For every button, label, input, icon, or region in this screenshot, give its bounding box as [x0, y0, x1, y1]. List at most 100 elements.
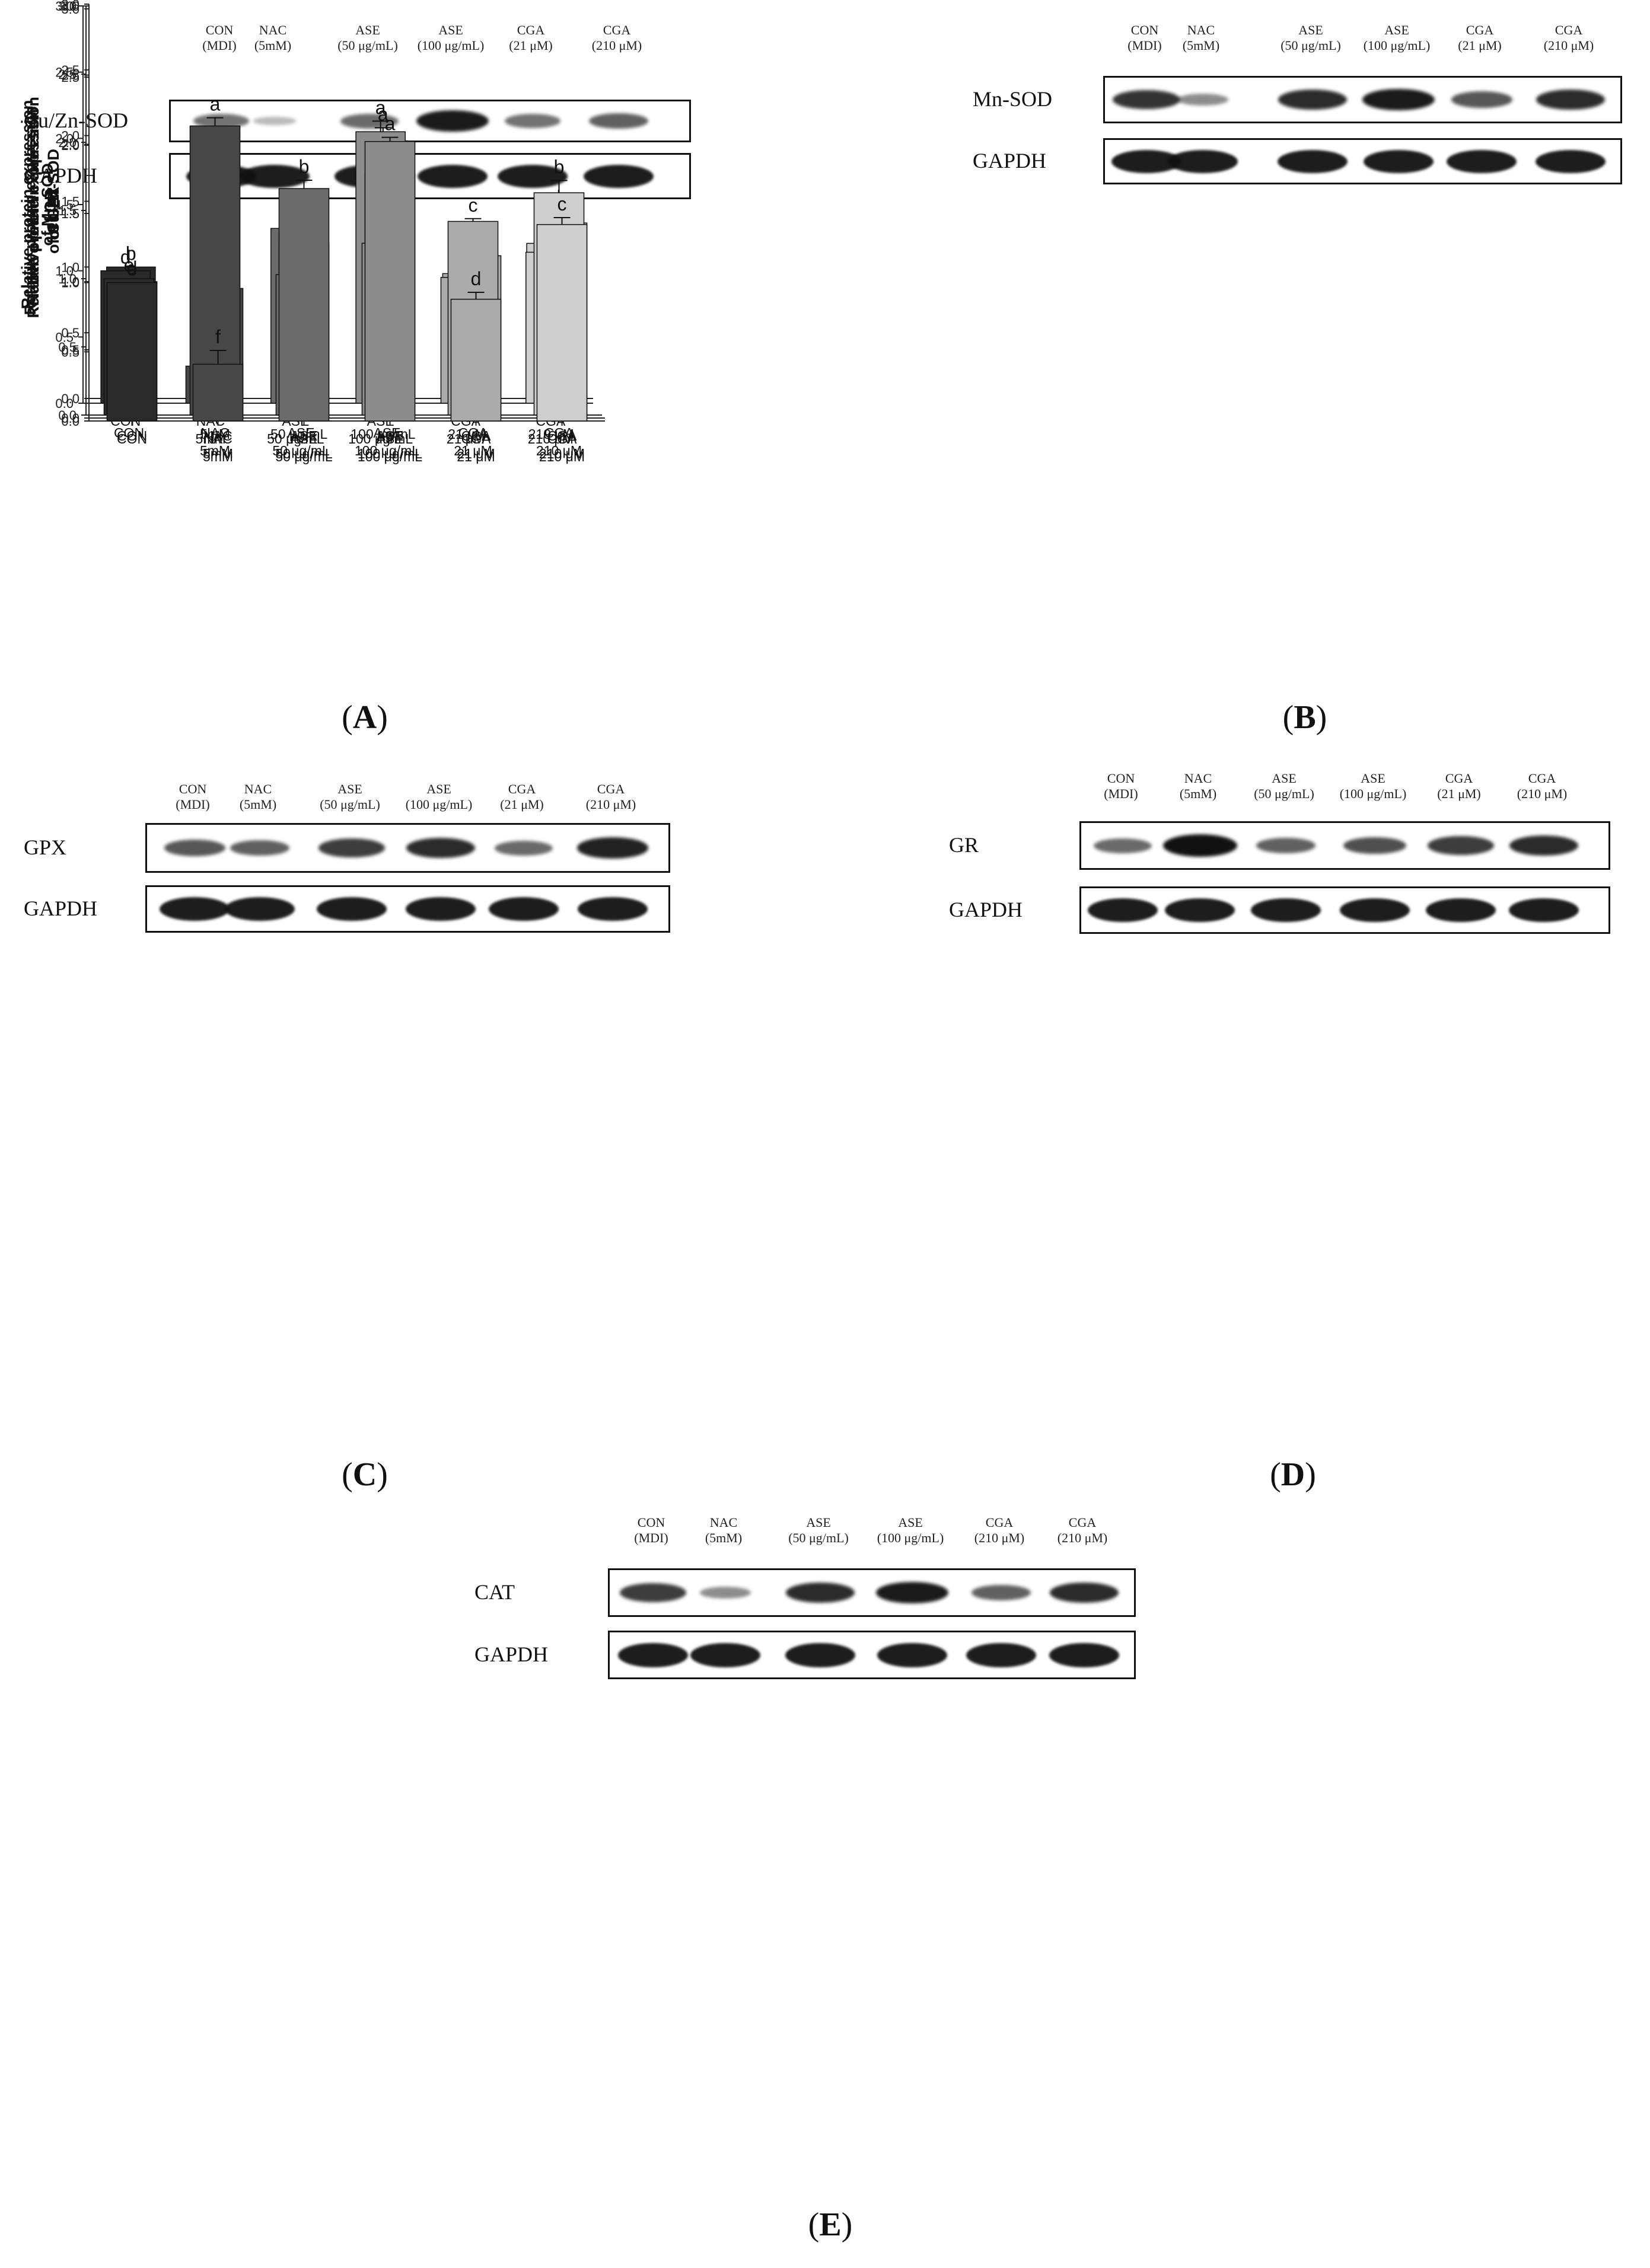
panel-letter: (C) [342, 1456, 388, 1493]
lane-label: NAC (5mM) [239, 781, 277, 812]
blot-band [1451, 91, 1512, 108]
y-tick-label: 1.0 [61, 276, 79, 291]
blot-band [230, 840, 290, 856]
significance-letter: e [124, 254, 135, 276]
y-tick-label: 2.5 [61, 68, 79, 83]
y-tick-label: 1.0 [61, 260, 79, 275]
blot-band [418, 164, 488, 188]
significance-letter: b [126, 243, 136, 264]
y-tick-label: 0.5 [55, 330, 74, 344]
y-axis-label: Relative protein expression of Mn-SOD [18, 100, 56, 310]
lane-label: NAC (5mM) [705, 1515, 743, 1545]
y-tick-label: 3.0 [61, 2, 79, 17]
lane-label: NAC (5mM) [1182, 23, 1220, 53]
lane-label: CON (MDI) [634, 1515, 668, 1545]
y-tick-label: 2.0 [61, 137, 79, 152]
lane-label: ASE (50 μg/mL) [320, 781, 380, 812]
panel-letter: (B) [1282, 699, 1327, 736]
y-tick-label: 2.5 [58, 67, 77, 82]
blot-band [877, 1642, 947, 1667]
protein-label: GPX [24, 835, 67, 859]
significance-letter: f [215, 326, 221, 347]
blot-band [1162, 834, 1237, 857]
blot-band [416, 110, 489, 132]
y-tick-label: 2.0 [61, 129, 79, 143]
blot-strip [1079, 821, 1610, 870]
x-tick-label: CON [117, 431, 147, 446]
loading-control-label: GAPDH [474, 1642, 549, 1666]
lane-label: ASE (50 μg/mL) [1280, 23, 1341, 53]
lane-label: NAC (5mM) [254, 23, 292, 53]
gapdh-strip [1103, 138, 1622, 184]
blot-band [588, 113, 649, 129]
y-tick-label: 0.5 [61, 344, 79, 359]
lane-label: CGA (21 μM) [1437, 771, 1481, 801]
panel-letter: (A) [342, 699, 388, 736]
blot-band [1168, 149, 1238, 173]
blot-band [504, 114, 561, 128]
significance-letter: b [299, 156, 310, 177]
y-tick-label: 3.0 [61, 0, 79, 12]
blot-band [489, 897, 559, 921]
blot-band [1049, 1582, 1119, 1603]
blot-band [1088, 898, 1158, 922]
lane-label: CGA (210 μM) [1543, 23, 1594, 53]
significance-letter: e [127, 259, 138, 280]
blot-band [618, 1642, 688, 1667]
y-tick-label: 1.0 [61, 275, 79, 289]
lane-label: CGA (21 μM) [500, 781, 544, 812]
blot-band [584, 164, 654, 188]
lane-label: CGA (210 μM) [1057, 1515, 1108, 1545]
significance-letter: c [469, 194, 478, 216]
blot-band [785, 1642, 855, 1667]
y-tick-label: 0.0 [55, 396, 74, 411]
y-tick-label: 0.0 [58, 408, 77, 423]
y-tick-label: 2.0 [55, 131, 74, 146]
loading-control-label: GAPDH [24, 897, 98, 920]
y-tick-label: 1.5 [61, 206, 79, 221]
gapdh-strip [608, 1631, 1136, 1679]
y-axis-label: Relative protein expression of Cu/Zn-SOD [24, 97, 62, 306]
blot-band [1364, 149, 1434, 173]
blot-band [318, 838, 385, 857]
blot-band [406, 897, 476, 921]
y-tick-label: 1.5 [61, 194, 79, 209]
blot-band [1536, 89, 1606, 110]
lane-label: CON (MDI) [176, 781, 210, 812]
blot-band [1536, 149, 1606, 173]
significance-letter: a [375, 97, 386, 118]
y-axis-label: Relative protein expression of GR [21, 106, 59, 315]
chart-svg: 0.0 0.5 1.0 1.5 2.0 2.5 3.0 Relative protein ex… [24, 0, 605, 464]
lane-label: CGA (210 μM) [591, 23, 642, 53]
blot-band [495, 840, 553, 856]
blot-band [1094, 838, 1152, 853]
significance-letter: d [120, 247, 131, 268]
y-tick-label: 1.5 [55, 197, 74, 212]
gapdh-strip [1079, 886, 1610, 934]
lane-label: NAC (5mM) [1179, 771, 1217, 801]
gapdh-strip [145, 885, 670, 933]
blot-band [1509, 835, 1579, 856]
blot-band [1362, 88, 1435, 111]
blot-band [225, 897, 295, 921]
blot-band [1113, 90, 1180, 110]
lane-label: CGA (210 μM) [974, 1515, 1025, 1545]
blot-band [1278, 149, 1348, 173]
blot-band [1343, 837, 1406, 854]
y-tick-label: 2.5 [61, 70, 79, 85]
lane-label: CGA (21 μM) [509, 23, 553, 53]
y-tick-label: 3.0 [61, 0, 79, 14]
blot-band [1428, 836, 1494, 855]
blot-band [160, 897, 230, 921]
